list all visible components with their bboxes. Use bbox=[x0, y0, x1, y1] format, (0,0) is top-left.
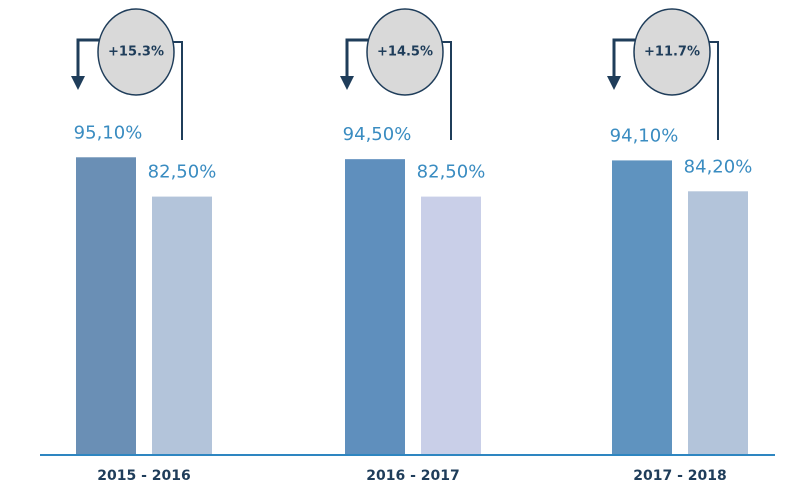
bar bbox=[152, 196, 212, 454]
value-label: 94,10% bbox=[610, 125, 679, 146]
bracket-right bbox=[441, 41, 452, 140]
annotation-circle bbox=[633, 8, 711, 96]
bar bbox=[421, 196, 481, 454]
x-tick-label: 2015 - 2016 bbox=[97, 468, 191, 484]
bar bbox=[688, 191, 748, 454]
annotation: +11.7% bbox=[644, 45, 700, 60]
arrow-head bbox=[71, 76, 85, 90]
value-label: 82,50% bbox=[148, 162, 217, 183]
bracket-left bbox=[612, 38, 636, 78]
bar bbox=[612, 160, 672, 454]
annotation-circle bbox=[97, 8, 175, 96]
annotation: +15.3% bbox=[108, 45, 164, 60]
annotation: +14.5% bbox=[377, 45, 433, 60]
bar bbox=[345, 159, 405, 454]
arrow-head bbox=[340, 76, 354, 90]
value-label: 94,50% bbox=[343, 124, 412, 145]
arrow-head bbox=[607, 76, 621, 90]
x-tick-label: 2017 - 2018 bbox=[633, 468, 727, 484]
value-label: 84,20% bbox=[684, 156, 753, 177]
bracket-right bbox=[708, 41, 719, 140]
annotation-circle bbox=[366, 8, 444, 96]
bracket-left bbox=[345, 38, 369, 78]
bracket-right bbox=[172, 41, 183, 140]
x-tick-label: 2016 - 2017 bbox=[366, 468, 460, 484]
bar bbox=[76, 157, 136, 454]
value-label: 82,50% bbox=[417, 162, 486, 183]
value-label: 95,10% bbox=[74, 122, 143, 143]
bracket-left bbox=[76, 38, 100, 78]
